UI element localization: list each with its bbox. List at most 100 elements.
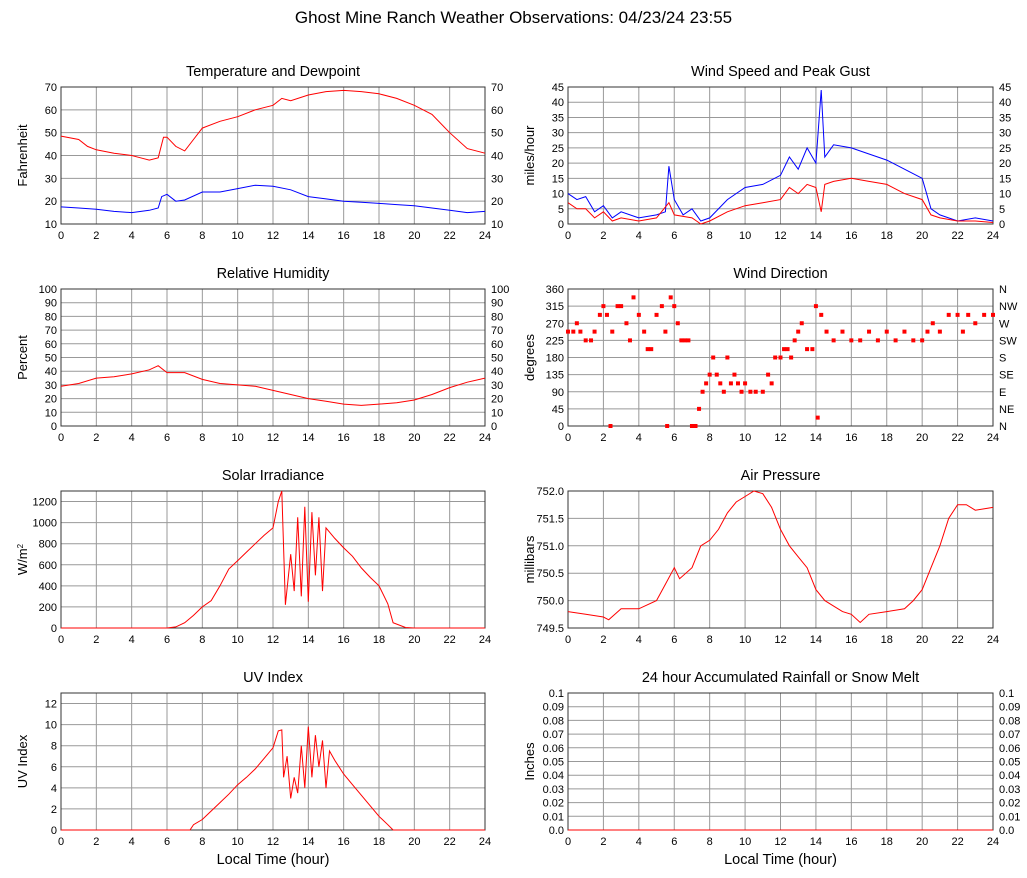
y-tick-label: 0 <box>51 825 57 837</box>
y-tick-label-right: 40 <box>491 366 503 378</box>
x-tick-label: 6 <box>164 230 170 242</box>
x-tick-label: 2 <box>600 230 606 242</box>
x-tick-label: 24 <box>479 230 491 242</box>
y-tick-label-right: 0.09 <box>999 702 1020 714</box>
x-tick-label: 2 <box>93 230 99 242</box>
y-tick-label: 10 <box>45 219 57 231</box>
x-tick-label: 4 <box>129 836 135 848</box>
data-point <box>689 424 694 428</box>
x-tick-label: 14 <box>302 836 314 848</box>
y-tick-label: 180 <box>546 353 564 365</box>
y-tick-label-right: 0.0 <box>999 825 1014 837</box>
x-tick-label: 6 <box>164 634 170 646</box>
y-tick-label-right: 20 <box>491 196 503 208</box>
x-tick-label: 18 <box>881 634 893 646</box>
x-tick-label: 24 <box>987 634 999 646</box>
y-tick-label-right: 5 <box>999 204 1005 216</box>
y-tick-label: 90 <box>45 298 57 310</box>
data-point <box>659 304 664 309</box>
y-tick-label-right: 60 <box>491 105 503 117</box>
y-tick-label-right: 0 <box>491 421 497 433</box>
data-point <box>668 295 673 300</box>
y-tick-label: 40 <box>45 151 57 163</box>
y-tick-label: 10 <box>45 407 57 419</box>
y-tick-label-right: 0.01 <box>999 811 1020 823</box>
data-point <box>813 304 818 309</box>
data-point <box>792 338 797 343</box>
data-point <box>819 312 824 317</box>
data-point <box>566 329 570 334</box>
series-line-1 <box>567 89 994 222</box>
y-tick-label-right: 30 <box>491 380 503 392</box>
y-tick-label: 15 <box>552 173 564 185</box>
y-tick-label: 2 <box>51 804 57 816</box>
data-point <box>583 338 588 343</box>
data-point <box>831 338 836 343</box>
x-tick-label: 10 <box>739 634 751 646</box>
x-tick-label: 20 <box>408 432 420 444</box>
y-tick-label-right: 15 <box>999 173 1011 185</box>
chart-title: Air Pressure <box>741 468 821 484</box>
data-point <box>789 355 794 360</box>
y-tick-label-right: 70 <box>491 82 503 94</box>
x-tick-label: 24 <box>479 634 491 646</box>
x-tick-label: 24 <box>479 432 491 444</box>
x-tick-label: 10 <box>232 634 244 646</box>
x-tick-label: 18 <box>373 634 385 646</box>
y-tick-label-right: 0.1 <box>999 688 1014 700</box>
data-point <box>736 381 740 386</box>
plot-frame <box>60 86 486 225</box>
y-tick-label: 6 <box>51 762 57 774</box>
y-tick-label-right: 80 <box>491 311 503 323</box>
y-tick-label: 5 <box>558 204 564 216</box>
data-point <box>663 329 668 334</box>
x-tick-label: 2 <box>93 432 99 444</box>
data-point <box>773 355 778 360</box>
y-axis-label-sup: 2 <box>16 543 25 548</box>
y-tick-label: 749.5 <box>536 623 564 635</box>
y-tick-label-right: SW <box>999 335 1017 347</box>
x-tick-label: 12 <box>267 432 279 444</box>
y-tick-label: 200 <box>39 602 57 614</box>
y-axis-label: W/m2 <box>15 543 30 575</box>
data-point <box>682 338 687 343</box>
y-tick-label: 225 <box>546 335 564 347</box>
data-point <box>930 321 935 326</box>
x-tick-label: 12 <box>774 230 786 242</box>
x-axis-label: Local Time (hour) <box>217 852 330 868</box>
data-point <box>604 312 609 317</box>
x-tick-label: 8 <box>707 230 713 242</box>
chart-rain: 24 hour Accumulated Rainfall or Snow Mel… <box>522 670 1020 868</box>
y-tick-label: 30 <box>45 173 57 185</box>
data-point <box>925 329 930 334</box>
y-tick-label: 0.06 <box>543 743 564 755</box>
y-tick-label-right: 0.07 <box>999 729 1020 741</box>
data-point <box>732 372 737 377</box>
x-tick-label: 22 <box>444 432 456 444</box>
x-tick-label: 2 <box>93 634 99 646</box>
data-point <box>728 381 733 386</box>
y-tick-label-right: 35 <box>999 112 1011 124</box>
data-point <box>946 312 951 317</box>
y-axis-label: degrees <box>522 334 537 381</box>
chart-title: UV Index <box>243 670 303 686</box>
y-tick-label-right: 30 <box>491 173 503 185</box>
x-tick-label: 10 <box>232 230 244 242</box>
y-tick-label: 752.0 <box>536 486 564 498</box>
page-title: Ghost Mine Ranch Weather Observations: 0… <box>294 8 733 27</box>
x-tick-label: 6 <box>164 836 170 848</box>
data-point <box>631 295 636 300</box>
y-tick-label: 270 <box>546 318 564 330</box>
data-point <box>805 347 810 352</box>
x-tick-label: 0 <box>565 836 571 848</box>
data-point <box>739 389 744 394</box>
data-point <box>785 347 790 352</box>
y-axis-label: millibars <box>522 535 537 583</box>
y-tick-label: 60 <box>45 105 57 117</box>
y-tick-label: 70 <box>45 82 57 94</box>
y-tick-label: 80 <box>45 311 57 323</box>
data-point <box>665 424 670 428</box>
